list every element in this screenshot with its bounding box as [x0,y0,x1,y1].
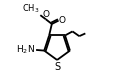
Text: H$_2$N: H$_2$N [16,44,35,56]
Text: O: O [42,10,49,19]
Text: S: S [54,62,60,72]
Text: O: O [59,16,66,25]
Text: CH$_3$: CH$_3$ [22,2,40,15]
